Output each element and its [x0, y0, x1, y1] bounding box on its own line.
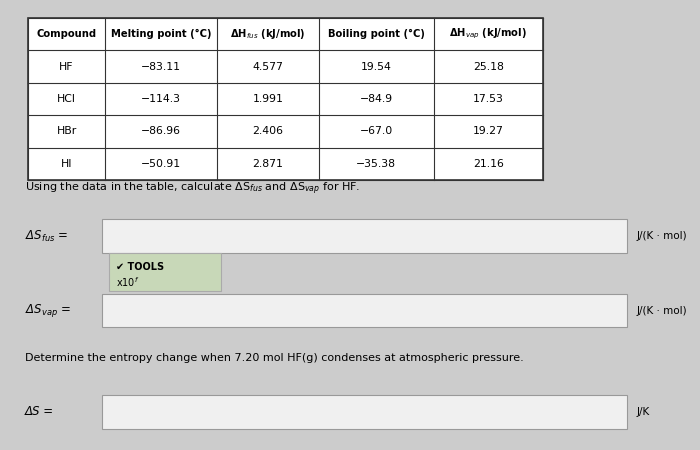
Text: Compound: Compound — [36, 29, 97, 39]
Text: 19.27: 19.27 — [473, 126, 504, 136]
Text: 1.991: 1.991 — [252, 94, 284, 104]
Text: 2.406: 2.406 — [252, 126, 284, 136]
Text: x10$^{f}$: x10$^{f}$ — [116, 275, 139, 289]
Text: Boiling point (°C): Boiling point (°C) — [328, 29, 425, 39]
Text: J/K: J/K — [637, 407, 650, 417]
Bar — [102, 395, 626, 428]
Text: HCl: HCl — [57, 94, 76, 104]
Text: HF: HF — [60, 62, 74, 72]
Text: ΔH$_{fus}$ (kJ/mol): ΔH$_{fus}$ (kJ/mol) — [230, 27, 305, 41]
Text: Melting point (°C): Melting point (°C) — [111, 29, 211, 39]
Bar — [108, 253, 220, 292]
Text: −83.11: −83.11 — [141, 62, 181, 72]
Bar — [102, 293, 626, 328]
Text: ΔS$_{vap}$ =: ΔS$_{vap}$ = — [25, 302, 71, 319]
Text: −86.96: −86.96 — [141, 126, 181, 136]
Text: Determine the entropy change when 7.20 mol HF(g) condenses at atmospheric pressu: Determine the entropy change when 7.20 m… — [25, 353, 524, 363]
Text: HI: HI — [61, 159, 72, 169]
Text: −67.0: −67.0 — [360, 126, 393, 136]
Text: 2.871: 2.871 — [252, 159, 284, 169]
Text: 19.54: 19.54 — [360, 62, 392, 72]
Text: HBr: HBr — [57, 126, 76, 136]
Text: ΔS$_{fus}$ =: ΔS$_{fus}$ = — [25, 229, 68, 244]
Text: 25.18: 25.18 — [473, 62, 504, 72]
Text: −84.9: −84.9 — [360, 94, 393, 104]
Text: ✔ TOOLS: ✔ TOOLS — [116, 261, 164, 271]
Text: ΔS =: ΔS = — [25, 405, 54, 418]
Text: −114.3: −114.3 — [141, 94, 181, 104]
Text: 17.53: 17.53 — [473, 94, 504, 104]
Text: ΔH$_{vap}$ (kJ/mol): ΔH$_{vap}$ (kJ/mol) — [449, 27, 527, 41]
Text: 4.577: 4.577 — [252, 62, 284, 72]
Text: 21.16: 21.16 — [473, 159, 504, 169]
Bar — [102, 220, 626, 253]
Text: −50.91: −50.91 — [141, 159, 181, 169]
Text: J/(K · mol): J/(K · mol) — [637, 231, 687, 241]
Text: −35.38: −35.38 — [356, 159, 396, 169]
Text: J/(K · mol): J/(K · mol) — [637, 306, 687, 315]
Text: Using the data in the table, calculate ΔS$_{fus}$ and ΔS$_{vap}$ for HF.: Using the data in the table, calculate Δ… — [25, 181, 360, 197]
